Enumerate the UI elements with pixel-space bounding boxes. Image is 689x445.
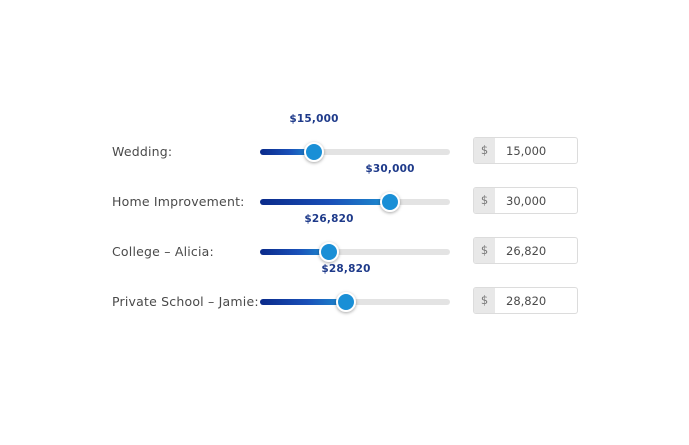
slider-fill: [260, 249, 329, 255]
slider-track[interactable]: [260, 199, 450, 205]
slider-thumb[interactable]: [380, 192, 400, 212]
slider-row-wedding: Wedding: $15,000 $: [0, 113, 689, 166]
college-alicia-label: College – Alicia:: [112, 244, 214, 259]
slider-value-label: $15,000: [289, 113, 339, 125]
college-alicia-amount-input[interactable]: [495, 238, 577, 263]
currency-prefix: $: [474, 188, 495, 213]
home-improvement-amount-field: $: [473, 187, 578, 214]
slider-track[interactable]: [260, 249, 450, 255]
slider-thumb[interactable]: [319, 242, 339, 262]
slider-row-college-alicia: College – Alicia: $26,820 $: [0, 213, 689, 266]
slider-thumb[interactable]: [336, 292, 356, 312]
currency-prefix: $: [474, 288, 495, 313]
home-improvement-amount-input[interactable]: [495, 188, 577, 213]
home-improvement-slider[interactable]: $30,000: [260, 163, 450, 216]
slider-value-label: $30,000: [365, 163, 415, 175]
home-improvement-label: Home Improvement:: [112, 194, 245, 209]
slider-row-private-school-jamie: Private School – Jamie: $28,820 $: [0, 263, 689, 316]
slider-fill: [260, 149, 314, 155]
college-alicia-amount-field: $: [473, 237, 578, 264]
private-school-jamie-amount-input[interactable]: [495, 288, 577, 313]
slider-fill: [260, 199, 390, 205]
slider-track[interactable]: [260, 149, 450, 155]
slider-thumb[interactable]: [304, 142, 324, 162]
wedding-label: Wedding:: [112, 144, 173, 159]
currency-prefix: $: [474, 138, 495, 163]
wedding-slider[interactable]: $15,000: [260, 113, 450, 166]
private-school-jamie-amount-field: $: [473, 287, 578, 314]
wedding-amount-field: $: [473, 137, 578, 164]
slider-value-label: $26,820: [304, 213, 354, 225]
wedding-amount-input[interactable]: [495, 138, 577, 163]
currency-prefix: $: [474, 238, 495, 263]
slider-fill: [260, 299, 346, 305]
college-alicia-slider[interactable]: $26,820: [260, 213, 450, 266]
slider-row-home-improvement: Home Improvement: $30,000 $: [0, 163, 689, 216]
private-school-jamie-slider[interactable]: $28,820: [260, 263, 450, 316]
private-school-jamie-label: Private School – Jamie:: [112, 294, 259, 309]
slider-value-label: $28,820: [321, 263, 371, 275]
